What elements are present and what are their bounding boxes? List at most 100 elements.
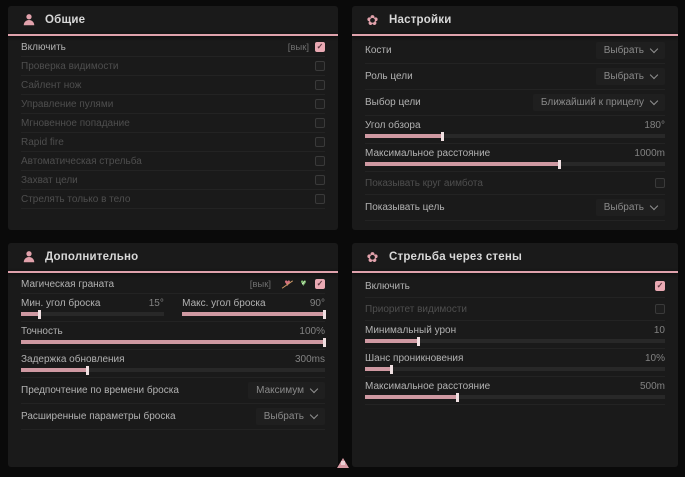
row-target-lock[interactable]: Захват цели (21, 171, 325, 190)
row-visibility-priority[interactable]: Приоритет видимости (365, 298, 665, 321)
row-label: Управление пулями (21, 98, 114, 110)
slider-thumb[interactable] (323, 309, 326, 319)
dropdown-value: Выбрать (263, 411, 304, 422)
slider-thumb[interactable] (456, 392, 459, 402)
row-rapid-fire[interactable]: Rapid fire (21, 133, 325, 152)
row-target-select: Выбор цели Ближайший к прицелу (365, 90, 665, 116)
row-silent-knife[interactable]: Сайлент нож (21, 76, 325, 95)
heart-enabled-icon[interactable]: ♥ ✓ (300, 278, 307, 289)
header-underline (8, 34, 338, 36)
slider-label: Задержка обновления (21, 354, 125, 365)
update-delay-slider[interactable] (21, 365, 325, 375)
person-icon (21, 13, 36, 28)
checkbox[interactable] (315, 156, 325, 166)
header-underline (352, 271, 678, 273)
checkbox[interactable] (315, 61, 325, 71)
slider-value: 180° (644, 120, 665, 131)
row-label: Показывать цель (365, 202, 445, 213)
checkbox[interactable] (315, 80, 325, 90)
chevron-down-icon (309, 384, 319, 394)
row-body-only[interactable]: Стрелять только в тело (21, 190, 325, 209)
slider-value: 90° (309, 298, 325, 309)
gear-icon: ✿ (366, 12, 379, 28)
slider-value: 500m (639, 381, 665, 392)
keybind-tag: [вык] (249, 278, 271, 290)
dropdown-value: Выбрать (603, 45, 644, 56)
checkbox[interactable] (315, 137, 325, 147)
row-throw-time: Предпочтение по времени броска Максимум (21, 378, 325, 404)
wall-max-distance-slider[interactable] (365, 392, 665, 402)
slider-label: Точность (21, 326, 63, 337)
target-role-dropdown[interactable]: Выбрать (595, 68, 665, 85)
row-update-delay: Задержка обновления 300ms (21, 350, 325, 378)
slider-thumb[interactable] (417, 336, 420, 346)
min-angle-slider[interactable] (21, 309, 164, 319)
check-icon: ✓ (300, 281, 307, 287)
show-target-dropdown[interactable]: Выбрать (595, 199, 665, 216)
checkbox[interactable] (315, 175, 325, 185)
checkbox[interactable] (315, 118, 325, 128)
checkbox[interactable] (315, 42, 325, 52)
checkbox[interactable] (315, 194, 325, 204)
header-underline (352, 34, 678, 36)
panel-wallbang-header: ✿ Стрельба через стены (352, 243, 678, 271)
throw-time-dropdown[interactable]: Максимум (248, 382, 325, 399)
max-angle-slider[interactable] (182, 309, 326, 319)
checkbox[interactable] (655, 304, 665, 314)
checkbox[interactable] (655, 281, 665, 291)
slider-thumb[interactable] (85, 365, 89, 375)
slider-thumb[interactable] (441, 131, 444, 141)
row-instant-hit[interactable]: Мгновенное попадание (21, 114, 325, 133)
bones-dropdown[interactable]: Выбрать (595, 42, 665, 59)
row-enable[interactable]: Включить [вык] (21, 38, 325, 57)
min-damage-slider[interactable] (365, 336, 665, 346)
checkbox[interactable] (315, 279, 325, 289)
checkbox[interactable] (655, 178, 665, 188)
row-label: Кости (365, 45, 392, 56)
row-magic-grenade[interactable]: Магическая граната [вык] ♥ ♥ ✓ (21, 275, 325, 294)
person-icon (21, 250, 36, 265)
checkbox[interactable] (315, 99, 325, 109)
row-bullet-control[interactable]: Управление пулями (21, 95, 325, 114)
panel-general-header: Общие (8, 6, 338, 34)
row-label: Роль цели (365, 71, 413, 82)
accuracy-slider[interactable] (21, 337, 326, 347)
row-min-damage: Минимальный урон 10 (365, 321, 665, 349)
slider-thumb[interactable] (390, 364, 393, 374)
target-select-dropdown[interactable]: Ближайший к прицелу (532, 94, 665, 111)
chevron-down-icon (649, 70, 659, 80)
dropdown-value: Максимум (256, 385, 304, 396)
slider-thumb[interactable] (558, 159, 561, 169)
slider-label: Мин. угол броска (21, 298, 101, 309)
panel-title: Стрельба через стены (389, 251, 523, 263)
row-label: Магическая граната (21, 278, 115, 290)
max-angle-block: Макс. угол броска 90° (182, 294, 326, 321)
panel-additional-header: Дополнительно (8, 243, 338, 271)
row-label: Расширенные параметры броска (21, 411, 176, 422)
slider-value: 100% (299, 326, 325, 337)
slider-thumb[interactable] (323, 337, 326, 347)
row-enable[interactable]: Включить (365, 275, 665, 298)
panel-wallbang: ✿ Стрельба через стены Включить Приорите… (352, 243, 678, 467)
slider-value: 15° (148, 298, 164, 309)
heart-disabled-icon[interactable]: ♥ (282, 279, 293, 290)
row-show-circle[interactable]: Показывать круг аимбота (365, 172, 665, 195)
row-visibility-check[interactable]: Проверка видимости (21, 57, 325, 76)
row-auto-fire[interactable]: Автоматическая стрельба (21, 152, 325, 171)
advanced-params-dropdown[interactable]: Выбрать (255, 408, 325, 425)
row-label: Стрелять только в тело (21, 193, 131, 205)
row-max-distance: Максимальное расстояние 1000m (365, 144, 665, 172)
chevron-down-icon (649, 96, 659, 106)
row-label: Включить (21, 41, 66, 53)
fov-slider[interactable] (365, 131, 665, 141)
row-label: Показывать круг аимбота (365, 177, 483, 189)
slider-thumb[interactable] (37, 309, 41, 319)
dropdown-value: Выбрать (603, 202, 644, 213)
row-throw-angles: Мин. угол броска 15° Макс. угол броска 9… (21, 294, 326, 322)
slider-value: 300ms (294, 354, 325, 365)
max-distance-slider[interactable] (365, 159, 665, 169)
penetration-slider[interactable] (365, 364, 665, 374)
mouse-cursor (337, 458, 349, 468)
chevron-down-icon (649, 201, 659, 211)
